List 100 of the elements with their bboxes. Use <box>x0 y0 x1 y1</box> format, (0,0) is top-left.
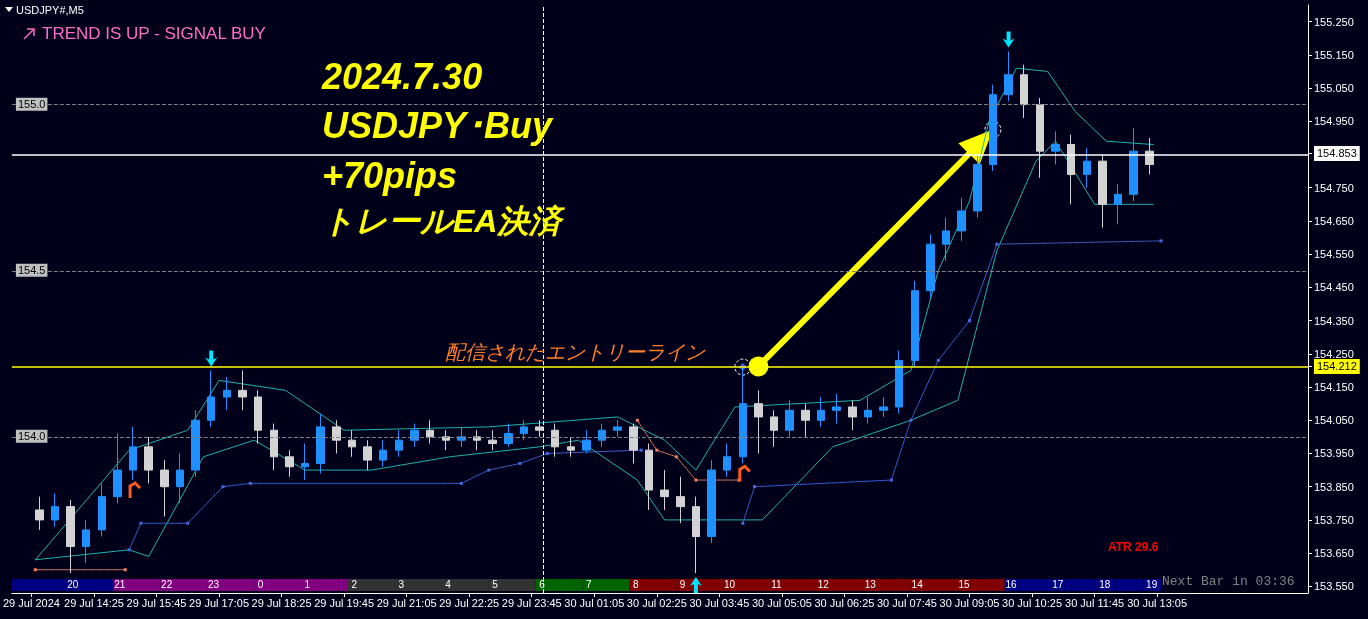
candlestick <box>1098 153 1107 229</box>
x-tick-label: 29 Jul 18:25 <box>251 596 312 609</box>
candlestick <box>551 423 559 458</box>
x2-tick-label: 8 <box>632 578 639 590</box>
y-tick-label: 153.750 <box>1314 513 1354 526</box>
candlestick <box>1051 130 1060 165</box>
candlestick <box>520 419 528 441</box>
x-tick-label: 29 Jul 23:45 <box>501 596 562 609</box>
candlestick <box>113 433 122 504</box>
candlestick <box>707 459 716 544</box>
chart-title: USDJPY#,M5 <box>16 3 84 16</box>
candlestick <box>754 389 763 454</box>
x-tick-label: 29 Jul 21:05 <box>376 596 437 609</box>
annotation: 2024.7.30 <box>321 55 483 97</box>
candlestick <box>129 426 137 481</box>
y-tick-label: 154.750 <box>1314 181 1354 194</box>
point <box>995 242 999 246</box>
candlestick <box>379 439 387 468</box>
candlestick <box>598 423 606 448</box>
candlestick <box>1020 64 1028 119</box>
x-tick-label: 30 Jul 02:25 <box>626 596 687 609</box>
candlestick <box>911 280 919 368</box>
x2-tick-label: 20 <box>67 578 79 590</box>
candlestick <box>426 419 434 445</box>
x-tick-label: 29 Jul 17:05 <box>189 596 250 609</box>
point <box>889 478 893 482</box>
candlestick <box>785 399 794 438</box>
candlestick <box>348 429 356 458</box>
point <box>635 418 639 422</box>
y-tick-label: 153.950 <box>1314 447 1354 460</box>
candlestick <box>739 366 747 464</box>
candlestick <box>254 389 262 445</box>
y-tick-label: 153.850 <box>1314 480 1354 493</box>
y-tick-label: 155.150 <box>1314 48 1354 61</box>
candlestick <box>817 396 825 428</box>
x2-tick-label: 5 <box>492 578 499 590</box>
x2-tick-label: 23 <box>208 578 220 590</box>
y-tick-label: 154.450 <box>1314 281 1354 294</box>
candlestick <box>176 452 184 504</box>
candlestick <box>676 476 685 524</box>
x2-tick-label: 15 <box>958 578 971 590</box>
point <box>694 478 698 482</box>
x2-tick-label: 4 <box>445 578 452 590</box>
candlestick <box>66 499 75 574</box>
candlestick <box>35 496 44 531</box>
x2-tick-label: 18 <box>1099 578 1111 590</box>
x-tick-label: 29 Jul 19:45 <box>314 596 375 609</box>
candlestick <box>316 413 325 474</box>
ref-line-label: 配信されたエントリーライン <box>444 341 706 364</box>
candlestick <box>864 396 872 425</box>
point <box>518 461 522 465</box>
point <box>459 481 463 485</box>
candlestick <box>488 429 497 451</box>
y-tick-label: 154.250 <box>1314 347 1354 360</box>
candlestick <box>160 459 169 518</box>
candlestick <box>957 197 966 242</box>
point <box>139 521 143 525</box>
x2-tick-label: 3 <box>398 578 405 590</box>
point <box>1159 239 1163 243</box>
candlestick <box>442 429 450 451</box>
x2-tick-label: 0 <box>257 578 264 590</box>
x-tick-label: 30 Jul 11:45 <box>1065 596 1125 609</box>
y-tick-label: 154.150 <box>1314 381 1354 394</box>
candlestick <box>270 423 278 471</box>
candlestick <box>926 233 935 298</box>
x-tick-label: 30 Jul 09:05 <box>939 596 1000 609</box>
candlestick <box>629 423 638 464</box>
annotation: USDJPY･Buy <box>322 104 555 146</box>
annotation: ATR 29.6 <box>1108 540 1159 554</box>
point <box>968 319 972 323</box>
x2-tick-label: 11 <box>771 578 783 590</box>
candlestick <box>1114 183 1122 225</box>
candlestick <box>238 369 247 411</box>
y-tick-label: 153.650 <box>1314 547 1354 560</box>
point <box>545 451 549 455</box>
x-tick-label: 29 Jul 15:45 <box>126 596 187 609</box>
x-tick-label: 30 Jul 03:45 <box>689 596 750 609</box>
x2-tick-label: 22 <box>161 578 173 590</box>
candlestick <box>848 399 857 431</box>
x2-tick-label: 17 <box>1052 578 1064 590</box>
x2-tick-label: 21 <box>114 578 126 590</box>
text: TREND IS UP - SIGNAL BUY <box>42 24 266 43</box>
x2-tick-label: 2 <box>351 578 358 590</box>
y-tick-label: 154.650 <box>1314 214 1354 227</box>
x2-tick-label: 12 <box>817 578 830 590</box>
candlestick <box>942 217 950 262</box>
y-tick-label: 154.550 <box>1314 248 1354 261</box>
point <box>33 568 37 572</box>
y-tick-label: 155.250 <box>1314 15 1354 28</box>
candlestick <box>207 369 215 428</box>
candlestick <box>285 449 294 478</box>
candlestick <box>82 519 90 564</box>
candlestick <box>567 436 575 458</box>
point <box>655 448 659 452</box>
candlestick <box>692 496 700 574</box>
candlestick <box>51 492 59 528</box>
candlestick <box>332 419 341 454</box>
candlestick <box>723 443 731 478</box>
y-tick-label: 154.350 <box>1314 314 1354 327</box>
candlestick <box>660 469 669 511</box>
